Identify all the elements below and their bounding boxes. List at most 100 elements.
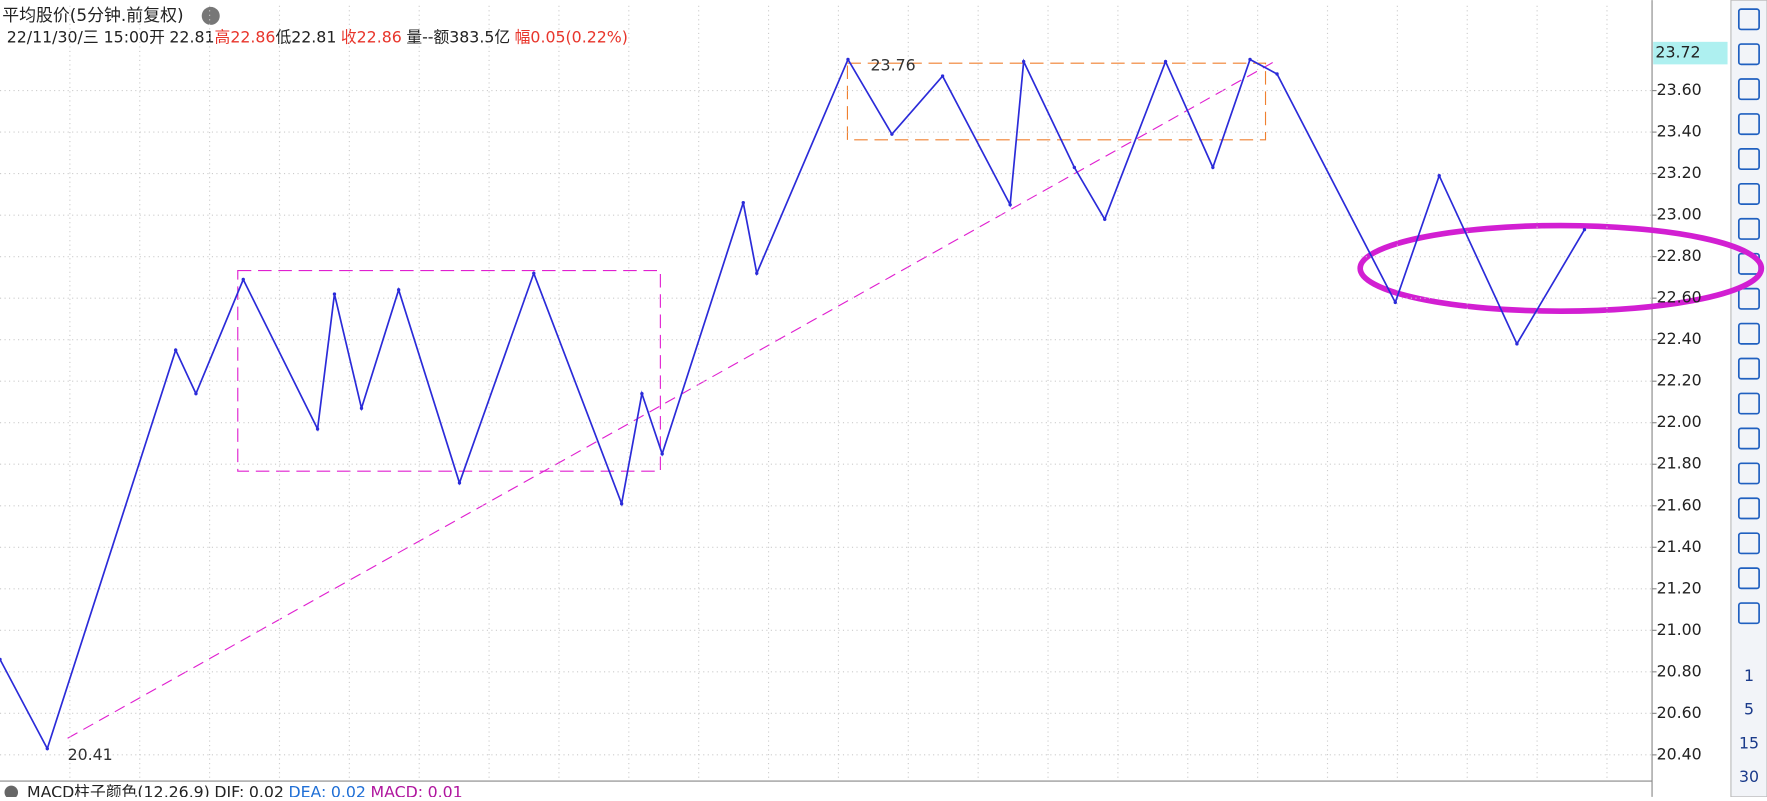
footer-item: DIF: [214, 782, 244, 797]
vertex [1021, 59, 1026, 64]
info-item: 额383.5亿 [433, 27, 510, 46]
y-tick-label: 22.20 [1657, 371, 1702, 390]
vertex [315, 427, 320, 431]
toolbar-icon [1737, 113, 1760, 136]
highlight-ellipse [1357, 222, 1765, 314]
toolbar-icon [1737, 148, 1760, 171]
toolbar-icon [1737, 427, 1760, 450]
chart-title: 平均股价(5分钟.前复权) [2, 5, 183, 25]
toolbar-icon [1737, 182, 1760, 205]
vertex [1437, 174, 1441, 178]
vertex [1163, 59, 1168, 64]
vertex [940, 74, 945, 78]
footer: MACD柱子颜色(12,26,9) DIF: 0.02 DEA: 0.02 MACD: 0.… [27, 782, 463, 797]
footer-item: 0.02 [331, 782, 366, 797]
annotation: 20.41 [68, 745, 113, 764]
toolbar-icon [1737, 602, 1760, 625]
vertex [532, 271, 536, 275]
y-tick-label: 22.40 [1657, 329, 1702, 348]
vertex [457, 481, 462, 485]
vertex [1008, 203, 1012, 207]
y-tick-label: 21.40 [1657, 537, 1702, 556]
vertex [0, 657, 2, 662]
y-tick-label: 21.00 [1657, 620, 1702, 639]
info-item: 低 [275, 27, 291, 46]
vertex [1582, 227, 1587, 232]
info-item: 22/11/30/三 15:00 [7, 27, 149, 46]
vertex [194, 391, 198, 396]
vertex [1072, 165, 1077, 170]
vertex [660, 452, 664, 456]
y-tick-label: 20.60 [1657, 703, 1702, 722]
toolbar-icon [1737, 43, 1760, 66]
vertex [846, 57, 850, 62]
vertex [1515, 342, 1519, 346]
toolbar-label[interactable]: 1 [1744, 666, 1754, 685]
info-item: 22.86 [230, 27, 275, 46]
info-item: 高 [215, 27, 231, 46]
current-label: 23.72 [1655, 43, 1700, 62]
toolbar-icon [1737, 497, 1760, 520]
footer-item: 0.01 [428, 782, 463, 797]
toolbar-icon [1737, 392, 1760, 415]
info-item: 开 [149, 27, 165, 46]
dropdown-icon[interactable] [201, 6, 220, 25]
y-tick-label: 23.20 [1657, 163, 1702, 182]
y-tick-label: 20.80 [1657, 661, 1702, 680]
y-tick-label: 23.40 [1657, 122, 1702, 141]
current-label-bg [1653, 41, 1728, 65]
vertex [173, 348, 178, 352]
vertex [241, 277, 245, 282]
toolbar-label[interactable]: 5 [1744, 700, 1754, 719]
vertex [1248, 57, 1252, 62]
footer-icon [4, 785, 19, 800]
toolbar-label[interactable]: 15 [1739, 733, 1759, 752]
vertex [755, 271, 759, 275]
info-item: 22.81 [169, 27, 214, 46]
info-item: 量-- [406, 27, 433, 46]
toolbar-icon [1737, 357, 1760, 380]
toolbar-icon [1737, 532, 1760, 555]
vertex [890, 132, 894, 136]
y-tick-label: 21.60 [1657, 495, 1702, 514]
info-item: 22.86 [357, 27, 402, 46]
vertex [1275, 72, 1279, 76]
toolbar-label[interactable]: 30 [1739, 767, 1759, 786]
y-tick-label: 22.00 [1657, 412, 1702, 431]
y-tick-label: 23.00 [1657, 205, 1702, 224]
vertex [45, 746, 49, 751]
toolbar-icon [1737, 78, 1760, 101]
trend-line [67, 61, 1274, 739]
y-tick-label: 20.40 [1657, 744, 1702, 763]
vertex [1393, 300, 1397, 305]
footer-item: MACD柱子颜色(12,26,9) [27, 782, 210, 797]
footer-item: 0.02 [249, 782, 284, 797]
range-box [237, 270, 661, 472]
info-item: 幅 [515, 27, 531, 46]
vertex [640, 391, 644, 396]
toolbar-icon [1737, 8, 1760, 31]
info-item: 0.05(0.22%) [530, 27, 628, 46]
toolbar [1730, 0, 1767, 798]
vertex [1103, 217, 1107, 221]
annotation: 23.76 [871, 56, 916, 75]
vertex [359, 406, 364, 410]
toolbar-icon [1737, 287, 1760, 310]
vertex [332, 292, 337, 296]
info-item: 22.81 [291, 27, 336, 46]
y-tick-label: 21.80 [1657, 454, 1702, 473]
vertex [619, 501, 624, 506]
y-tick-label: 22.80 [1657, 246, 1702, 265]
toolbar-icons [1737, 8, 1760, 625]
toolbar-icon [1737, 462, 1760, 485]
y-tick-label: 23.60 [1657, 80, 1702, 99]
vertex [741, 200, 745, 205]
range-box [846, 62, 1267, 141]
footer-item: MACD: [370, 782, 423, 797]
vertex [396, 288, 401, 292]
info-line: 22/11/30/三 15:00开 22.81高22.86低22.81 收22.86… [7, 27, 628, 46]
info-item: 收 [341, 27, 357, 46]
y-tick-label: 21.20 [1657, 578, 1702, 597]
footer-item: DEA: [288, 782, 326, 797]
